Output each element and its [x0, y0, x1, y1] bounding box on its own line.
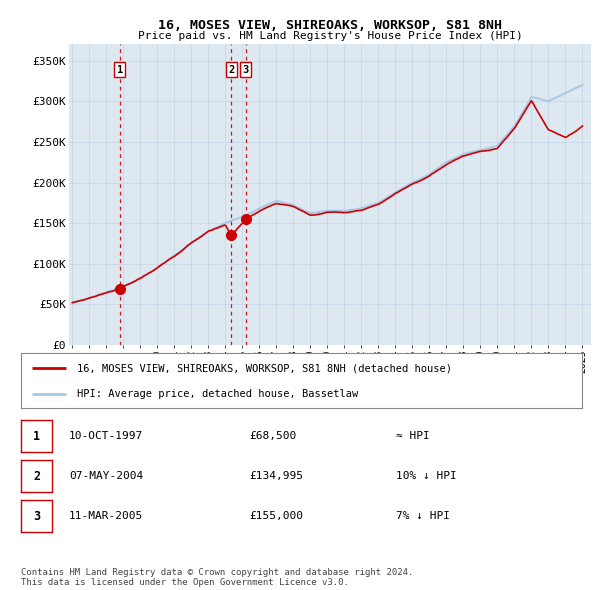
Text: £68,500: £68,500	[249, 431, 296, 441]
Text: 3: 3	[33, 510, 40, 523]
Text: 7% ↓ HPI: 7% ↓ HPI	[396, 512, 450, 521]
Text: 10-OCT-1997: 10-OCT-1997	[69, 431, 143, 441]
Text: 2: 2	[228, 65, 235, 75]
Text: £134,995: £134,995	[249, 471, 303, 481]
Text: 2: 2	[33, 470, 40, 483]
Text: £155,000: £155,000	[249, 512, 303, 521]
Text: Contains HM Land Registry data © Crown copyright and database right 2024.
This d: Contains HM Land Registry data © Crown c…	[21, 568, 413, 587]
Text: HPI: Average price, detached house, Bassetlaw: HPI: Average price, detached house, Bass…	[77, 389, 358, 399]
Text: 07-MAY-2004: 07-MAY-2004	[69, 471, 143, 481]
Text: 10% ↓ HPI: 10% ↓ HPI	[396, 471, 457, 481]
Text: 1: 1	[33, 430, 40, 442]
Text: ≈ HPI: ≈ HPI	[396, 431, 430, 441]
Text: 1: 1	[116, 65, 123, 75]
Text: 3: 3	[242, 65, 249, 75]
Text: 16, MOSES VIEW, SHIREOAKS, WORKSOP, S81 8NH (detached house): 16, MOSES VIEW, SHIREOAKS, WORKSOP, S81 …	[77, 363, 452, 373]
Text: Price paid vs. HM Land Registry's House Price Index (HPI): Price paid vs. HM Land Registry's House …	[137, 31, 523, 41]
Text: 16, MOSES VIEW, SHIREOAKS, WORKSOP, S81 8NH: 16, MOSES VIEW, SHIREOAKS, WORKSOP, S81 …	[158, 19, 502, 32]
Text: 11-MAR-2005: 11-MAR-2005	[69, 512, 143, 521]
